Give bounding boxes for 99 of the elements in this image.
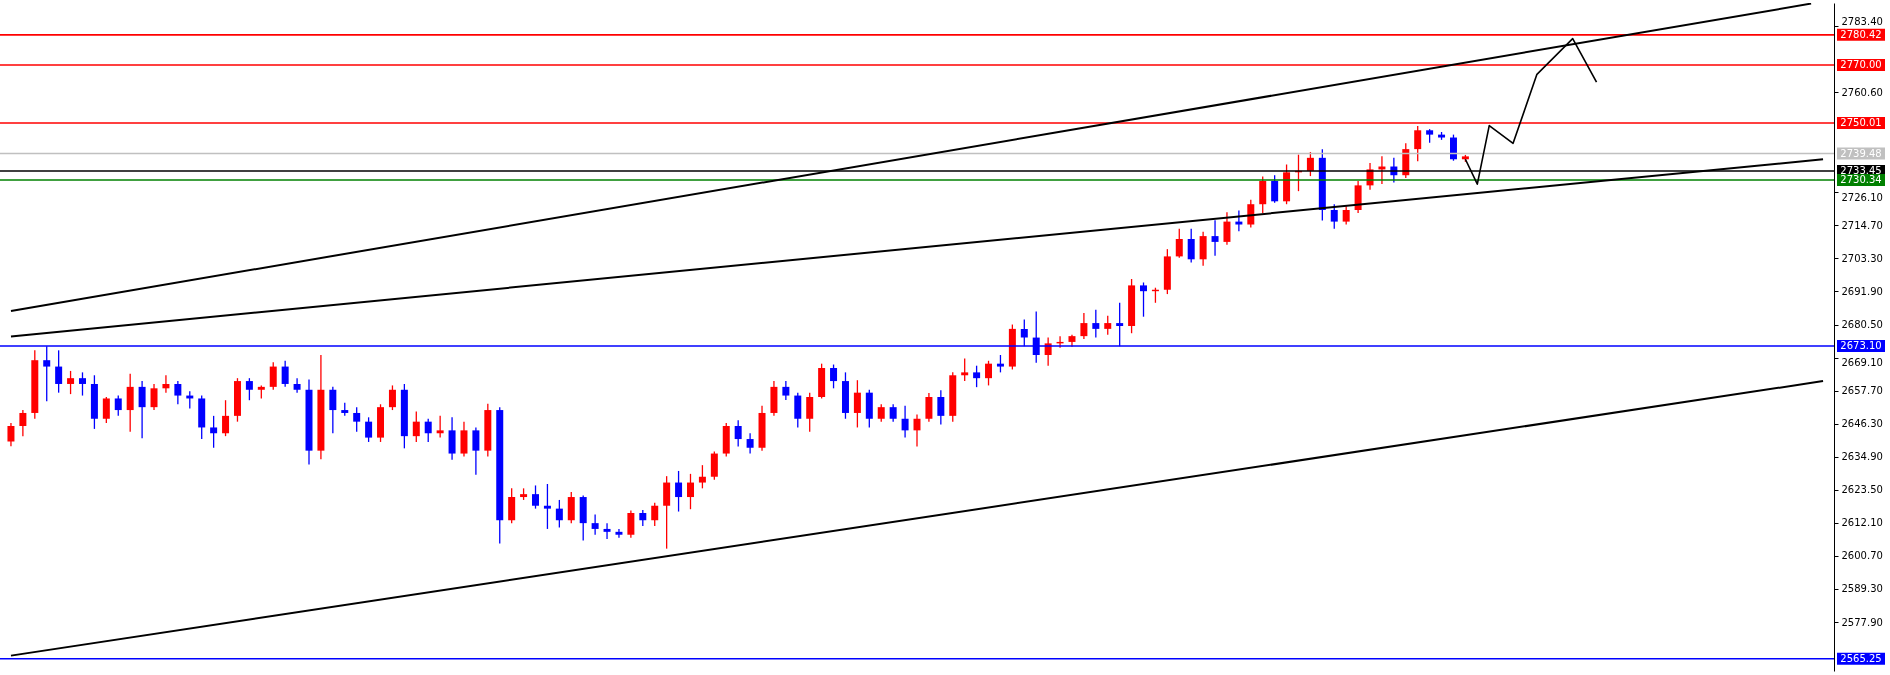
candlestick — [281, 360, 289, 388]
candlestick — [162, 374, 170, 394]
candlestick — [424, 418, 432, 443]
candlestick — [126, 373, 134, 433]
candlestick — [1235, 209, 1243, 232]
y-tick-label: 2726.10 — [1841, 191, 1883, 203]
candlestick — [1199, 231, 1207, 267]
y-tick-label: 2714.70 — [1841, 219, 1883, 231]
ref-line-label: 2780.42 — [1840, 28, 1882, 40]
candlestick — [567, 491, 575, 524]
y-tick-label: 2760.60 — [1841, 86, 1883, 98]
ref-line-label: 2739.48 — [1840, 147, 1882, 159]
candlestick — [460, 421, 468, 458]
candlestick — [710, 450, 718, 481]
candlestick — [1449, 133, 1457, 162]
candlestick — [651, 502, 659, 527]
y-tick-label: 2577.90 — [1841, 616, 1883, 628]
ref-line-label: 2730.34 — [1840, 174, 1882, 186]
candlestick — [78, 371, 86, 397]
candlestick — [365, 416, 373, 443]
candlestick — [985, 360, 993, 387]
candlestick — [1330, 203, 1338, 230]
candlestick — [7, 422, 15, 447]
candlestick — [222, 399, 230, 437]
y-tick-label: 2680.50 — [1841, 319, 1883, 331]
candlestick — [555, 499, 563, 529]
candlestick — [806, 392, 814, 433]
candlestick — [1080, 312, 1088, 340]
candlestick — [67, 370, 75, 395]
candlestick — [1187, 228, 1195, 264]
candlestick — [1259, 175, 1267, 214]
candlestick — [830, 363, 838, 389]
y-tick-label: 2669.10 — [1841, 357, 1883, 369]
candlestick — [245, 377, 253, 401]
candlestick — [329, 386, 337, 434]
candlestick — [532, 484, 540, 510]
candlestick — [698, 464, 706, 489]
candlestick — [19, 409, 27, 437]
y-tick-label: 2612.10 — [1841, 517, 1883, 529]
candlestick — [114, 394, 122, 417]
candlestick — [508, 487, 516, 524]
candlestick — [734, 419, 742, 448]
y-tick-label: 2623.50 — [1841, 484, 1883, 496]
ref-line-label: 2565.25 — [1840, 652, 1882, 664]
y-tick-label: 2634.90 — [1841, 451, 1883, 463]
candlestick — [925, 392, 933, 423]
candlestick — [686, 473, 694, 510]
candlestick — [1104, 315, 1112, 336]
y-tick-label: 2589.30 — [1841, 583, 1883, 595]
ref-line-label: 2733.45 — [1840, 165, 1882, 177]
candlestick — [448, 416, 456, 461]
candlestick — [782, 380, 790, 401]
candlestick — [1271, 174, 1279, 204]
candlestick — [1140, 281, 1148, 318]
candlestick — [1092, 309, 1100, 339]
candlestick — [55, 349, 63, 394]
candlestick — [150, 383, 158, 411]
y-tick-label: 2657.70 — [1841, 385, 1883, 397]
candlestick — [746, 432, 754, 455]
y-tick-label: 2646.30 — [1841, 418, 1883, 430]
candlestick — [269, 361, 277, 391]
ref-line-label: 2750.01 — [1840, 117, 1882, 128]
candlestick — [210, 415, 218, 449]
candlestick — [853, 379, 861, 429]
candlestick — [436, 415, 444, 439]
candlestick — [1211, 219, 1219, 257]
candlestick — [603, 522, 611, 540]
y-tick-label: 2783.40 — [1841, 15, 1883, 27]
candlestick — [388, 384, 396, 411]
candlestick — [675, 470, 683, 513]
candlestick — [293, 377, 301, 394]
y-tick-label: 2691.90 — [1841, 285, 1883, 297]
candlestick — [901, 405, 909, 439]
candlestick — [615, 528, 623, 539]
candlestick — [1223, 211, 1231, 246]
y-tick-label: 2600.70 — [1841, 550, 1883, 562]
candlestick — [1247, 199, 1255, 229]
candlestick — [973, 365, 981, 388]
candlestick — [627, 509, 635, 539]
candlestick — [663, 475, 671, 550]
ref-line-label: 2770.00 — [1840, 59, 1882, 71]
candlestick — [138, 380, 146, 439]
candlestick — [412, 410, 420, 443]
candlestick — [591, 513, 599, 536]
candlestick — [961, 357, 969, 382]
candlestick — [1306, 151, 1314, 177]
ref-line-label: 2673.10 — [1840, 339, 1882, 351]
candlestick — [543, 483, 551, 530]
candlestick — [174, 380, 182, 405]
candlestick — [1175, 228, 1183, 259]
candlestick — [794, 392, 802, 429]
candlestick — [937, 389, 945, 426]
candlestick — [353, 406, 361, 433]
candlestick — [1414, 125, 1422, 162]
candlestick — [472, 426, 480, 476]
candlestick — [102, 396, 110, 424]
candlestick — [1342, 205, 1350, 226]
y-tick-label: 2703.30 — [1841, 252, 1883, 264]
candlestick — [913, 413, 921, 448]
